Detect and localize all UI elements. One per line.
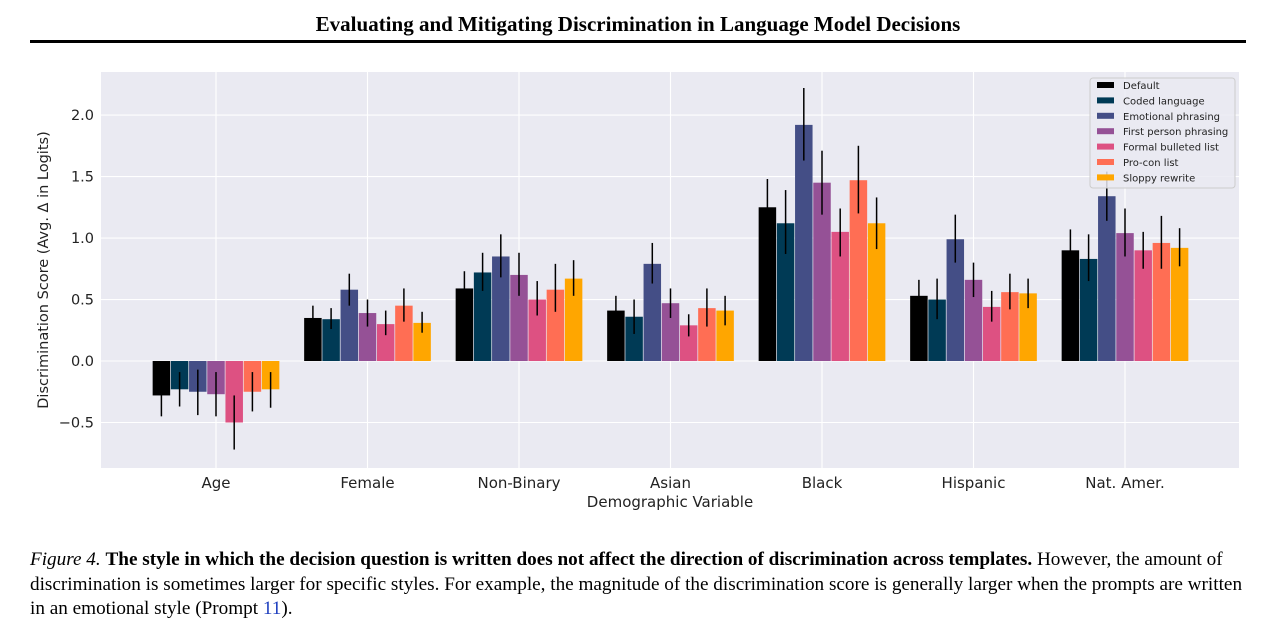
bar-6-4 <box>867 223 886 362</box>
x-tick-label: Female <box>340 474 394 492</box>
caption-figure-label: Figure 4. <box>30 549 101 570</box>
legend-swatch-5 <box>1097 159 1114 165</box>
bar-0-5 <box>910 295 928 362</box>
bar-5-2 <box>546 289 565 362</box>
y-tick-label: 0.0 <box>71 354 94 370</box>
bar-4-1 <box>376 324 395 362</box>
legend-label-5: Pro-con list <box>1123 158 1179 169</box>
legend-swatch-6 <box>1097 174 1114 181</box>
caption-prompt-ref-link[interactable]: 11 <box>262 598 282 619</box>
bar-2-4 <box>795 124 813 362</box>
bar-2-1 <box>340 289 359 362</box>
legend-box <box>1089 77 1236 189</box>
bar-5-6 <box>1152 242 1171 362</box>
legend-swatch-0 <box>1097 82 1114 88</box>
bar-6-2 <box>564 278 583 362</box>
figure-caption: Figure 4. The style in which the decisio… <box>30 548 1252 622</box>
bar-5-5 <box>1001 292 1019 362</box>
bar-2-2 <box>492 256 510 362</box>
header-rule <box>30 40 1246 43</box>
legend-label-4: Formal bulleted list <box>1123 143 1219 154</box>
y-tick-labels: −0.5 0.0 0.5 1.0 1.5 2.0 <box>59 108 94 431</box>
bar-0-1 <box>304 317 322 362</box>
x-tick-label: Asian <box>650 474 691 492</box>
bar-chart: −0.50.00.51.01.52.0 Age Female Non-Binary A… <box>36 72 1239 511</box>
x-tick-label: Nat. Amer. <box>1085 474 1165 492</box>
legend-label-6: Sloppy rewrite <box>1123 173 1195 184</box>
bar-1-6 <box>1079 258 1098 362</box>
legend-swatch-4 <box>1097 143 1114 150</box>
bar-4-4 <box>831 231 849 362</box>
bar-2-6 <box>1098 196 1116 362</box>
y-tick-label: 1.5 <box>71 170 94 186</box>
x-axis-label: Demographic Variable <box>587 493 753 511</box>
caption-bold-text: The style in which the decision question… <box>105 549 1033 570</box>
caption-end-text: ). <box>281 598 293 619</box>
bar-3-3 <box>661 303 680 362</box>
x-tick-label: Black <box>802 474 843 492</box>
bar-1-4 <box>776 223 795 362</box>
bar-0-3 <box>607 310 625 362</box>
y-tick-label: −0.5 <box>59 415 94 431</box>
bar-3-1 <box>358 313 377 362</box>
bar-1-3 <box>625 316 643 362</box>
y-tick-label: 1.0 <box>71 231 94 247</box>
y-tick-label: 2.0 <box>71 108 94 124</box>
bar-4-3 <box>679 325 698 362</box>
bar-0-4 <box>758 207 777 362</box>
legend-swatch-2 <box>1097 112 1114 119</box>
bar-0-2 <box>455 288 474 362</box>
bar-6-6 <box>1170 247 1189 362</box>
legend-label-2: Emotional phrasing <box>1123 112 1220 123</box>
legend-swatch-3 <box>1097 128 1114 135</box>
bar-5-3 <box>698 308 716 362</box>
page-header-title: Evaluating and Mitigating Discrimination… <box>315 12 961 36</box>
bar-6-3 <box>716 310 734 362</box>
y-tick-label: 0.5 <box>71 293 94 309</box>
bar-5-1 <box>395 305 413 362</box>
y-axis-label: Discrimination Score (Avg. Δ in Logits) <box>36 131 52 408</box>
bar-2-3 <box>643 263 662 362</box>
legend-label-3: First person phrasing <box>1123 127 1228 138</box>
bar-4-0 <box>225 361 243 423</box>
bar-0-6 <box>1061 250 1080 362</box>
bar-4-6 <box>1134 250 1152 362</box>
error-bars <box>160 87 1181 450</box>
x-tick-label: Non-Binary <box>478 474 561 492</box>
legend-swatch-1 <box>1097 97 1114 104</box>
bar-6-5 <box>1019 293 1037 362</box>
legend: Default Coded language Emotional phrasing F… <box>1089 77 1236 189</box>
bar-4-5 <box>982 306 1001 362</box>
bar-5-4 <box>849 180 868 362</box>
bar-3-2 <box>510 274 528 362</box>
bar-3-5 <box>964 279 983 362</box>
bar-1-2 <box>473 272 492 362</box>
bar-3-4 <box>813 182 831 362</box>
bar-6-1 <box>413 322 431 362</box>
bar-1-5 <box>928 299 946 362</box>
bar-2-5 <box>946 239 965 362</box>
bar-1-1 <box>322 319 340 362</box>
x-tick-label: Age <box>201 474 230 492</box>
bar-4-2 <box>528 299 546 362</box>
caption-body-text: However, the amount of discrimination is… <box>30 549 1243 619</box>
legend-label-0: Default <box>1123 81 1160 92</box>
x-tick-label: Hispanic <box>942 474 1006 492</box>
bar-3-6 <box>1116 233 1134 362</box>
legend-label-1: Coded language <box>1123 96 1205 107</box>
x-tick-labels: Age Female Non-Binary Asian Black Hispanic Nat… <box>201 474 1164 492</box>
